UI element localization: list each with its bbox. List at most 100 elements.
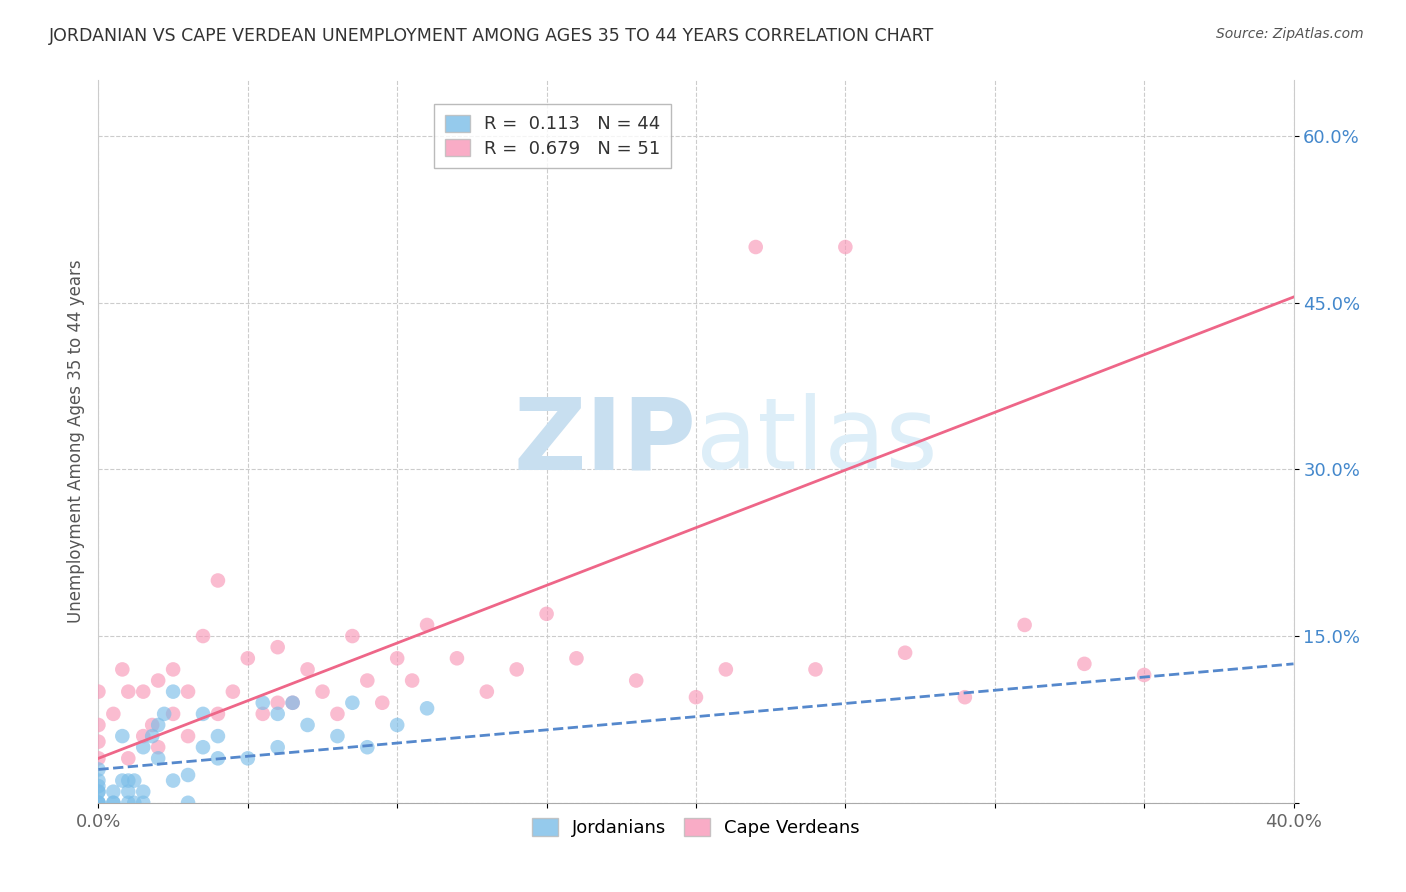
Point (191, 706, 214, 721)
Point (281, 696, 304, 710)
Point (177, 684, 200, 698)
Point (506, 662, 529, 676)
Point (87, 763, 110, 777)
Point (236, 751, 259, 765)
Point (103, 785, 125, 799)
Point (1014, 618, 1036, 632)
Point (804, 662, 827, 676)
Point (148, 673, 170, 688)
Point (87, 785, 110, 799)
Text: atlas: atlas (696, 393, 938, 490)
Point (132, 796, 155, 810)
Point (252, 696, 274, 710)
Point (117, 773, 139, 788)
Point (626, 673, 648, 688)
Point (117, 785, 139, 799)
Point (281, 696, 304, 710)
Point (207, 706, 229, 721)
Point (177, 796, 200, 810)
Point (342, 629, 364, 643)
Point (385, 718, 409, 732)
Point (132, 729, 155, 743)
Point (326, 729, 349, 743)
Legend: Jordanians, Cape Verdeans: Jordanians, Cape Verdeans (524, 811, 868, 845)
Text: JORDANIAN VS CAPE VERDEAN UNEMPLOYMENT AMONG AGES 35 TO 44 YEARS CORRELATION CHA: JORDANIAN VS CAPE VERDEAN UNEMPLOYMENT A… (49, 27, 935, 45)
Point (111, 729, 134, 743)
Point (207, 574, 229, 588)
Point (148, 718, 170, 732)
Point (446, 651, 468, 665)
Point (111, 662, 134, 676)
Point (894, 646, 917, 660)
Point (565, 651, 588, 665)
Point (117, 796, 139, 810)
Point (356, 740, 378, 755)
Point (162, 684, 184, 698)
Point (153, 706, 176, 721)
Text: Source: ZipAtlas.com: Source: ZipAtlas.com (1216, 27, 1364, 41)
Point (162, 662, 184, 676)
Point (124, 773, 146, 788)
Point (141, 718, 163, 732)
Point (385, 651, 409, 665)
Point (714, 662, 737, 676)
Point (117, 751, 139, 765)
Point (87, 796, 110, 810)
Point (87, 718, 110, 732)
Point (953, 690, 976, 705)
Point (236, 651, 259, 665)
Y-axis label: Unemployment Among Ages 35 to 44 years: Unemployment Among Ages 35 to 44 years (66, 260, 84, 624)
Point (222, 684, 245, 698)
Point (87, 734, 110, 748)
Point (267, 696, 290, 710)
Point (132, 785, 155, 799)
Point (685, 690, 707, 705)
Point (207, 729, 229, 743)
Point (103, 796, 125, 810)
Point (311, 684, 333, 698)
Point (834, 240, 856, 254)
Point (87, 779, 110, 793)
Point (207, 751, 229, 765)
Point (252, 706, 274, 721)
Point (191, 629, 214, 643)
Point (191, 740, 214, 755)
Point (132, 684, 155, 698)
Point (117, 684, 139, 698)
Point (132, 740, 155, 755)
Point (148, 751, 170, 765)
Point (267, 740, 290, 755)
Point (87, 684, 110, 698)
Point (87, 773, 110, 788)
Point (267, 706, 290, 721)
Point (267, 640, 290, 655)
Point (401, 673, 423, 688)
Point (103, 796, 125, 810)
Point (162, 706, 184, 721)
Point (297, 718, 319, 732)
Point (342, 696, 364, 710)
Point (124, 796, 146, 810)
Point (148, 740, 170, 755)
Point (1073, 657, 1095, 671)
Point (87, 785, 110, 799)
Point (416, 701, 439, 715)
Text: ZIP: ZIP (513, 393, 696, 490)
Point (141, 729, 163, 743)
Point (87, 751, 110, 765)
Point (1133, 668, 1156, 682)
Point (87, 796, 110, 810)
Point (475, 684, 498, 698)
Point (87, 796, 110, 810)
Point (326, 706, 349, 721)
Point (177, 729, 200, 743)
Point (111, 773, 134, 788)
Point (162, 773, 184, 788)
Point (297, 662, 319, 676)
Point (356, 673, 378, 688)
Point (745, 240, 768, 254)
Point (177, 768, 200, 782)
Point (371, 696, 394, 710)
Point (103, 706, 125, 721)
Point (536, 607, 558, 621)
